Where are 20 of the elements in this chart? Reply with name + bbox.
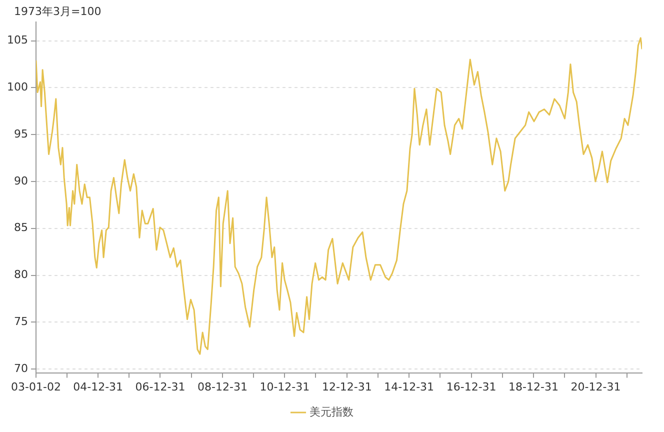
y-tick-label: 105 <box>6 34 28 47</box>
legend-label: 美元指数 <box>309 405 354 418</box>
y-tick-label: 70 <box>14 362 28 375</box>
y-tick-label: 90 <box>14 174 28 188</box>
x-tick-label: 18-12-31 <box>508 380 558 394</box>
y-tick-label: 85 <box>14 221 28 234</box>
x-tick-label: 14-12-31 <box>384 380 434 394</box>
x-tick-label: 10-12-31 <box>260 380 310 394</box>
x-tick-label: 06-12-31 <box>135 380 186 394</box>
y-tick-label: 100 <box>6 80 28 94</box>
y-tick-label: 95 <box>14 127 28 140</box>
x-tick-label: 03-01-02 <box>11 380 61 394</box>
x-tick-label: 12-12-31 <box>322 380 372 394</box>
x-tick-label: 04-12-31 <box>73 380 124 394</box>
x-tick-label: 20-12-31 <box>570 380 621 394</box>
x-tick-label: 16-12-31 <box>446 380 496 394</box>
x-tick-label: 08-12-31 <box>198 380 248 394</box>
y-tick-label: 75 <box>14 315 28 328</box>
y-axis-title: 1973年3月=100 <box>14 4 102 18</box>
y-tick-label: 80 <box>14 268 28 282</box>
